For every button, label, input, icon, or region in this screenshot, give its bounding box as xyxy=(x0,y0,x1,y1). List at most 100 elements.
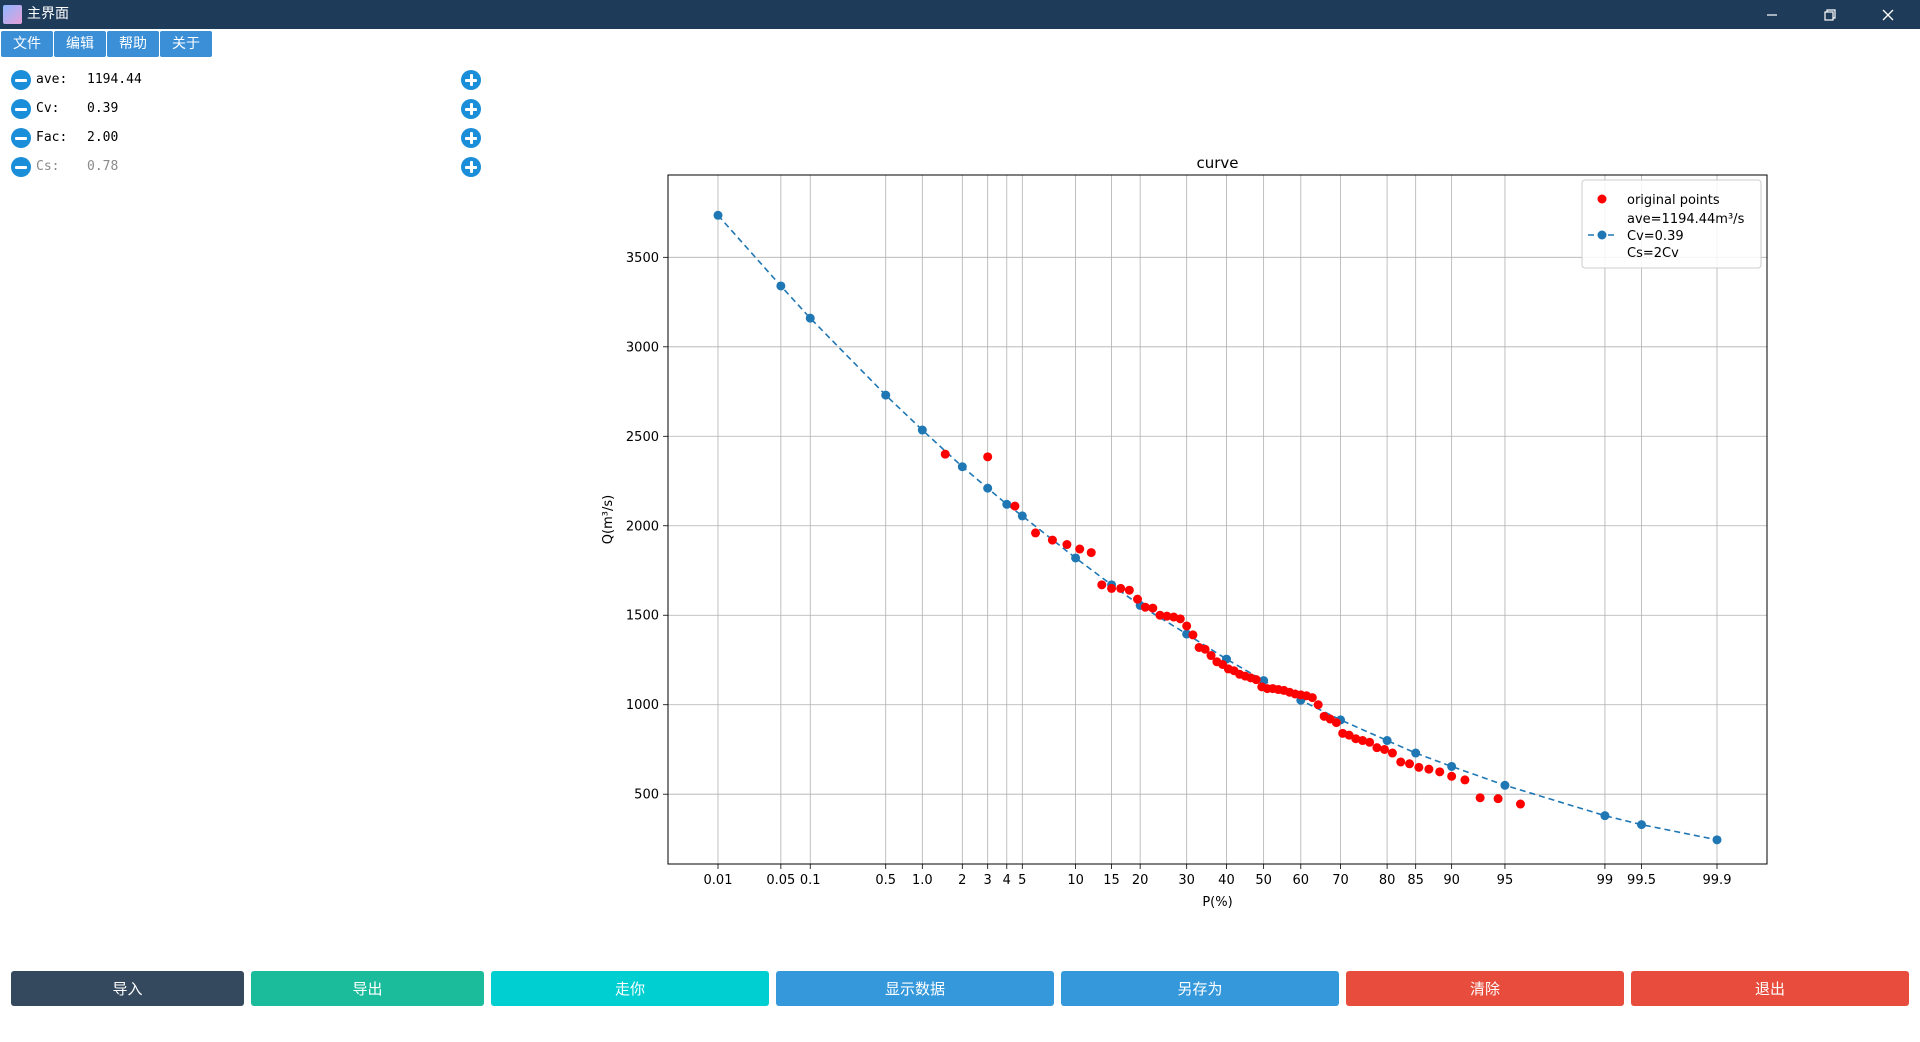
legend-label-original: original points xyxy=(1627,193,1720,208)
original-point xyxy=(1188,630,1198,640)
title-bar: 主界面 xyxy=(0,0,1920,29)
run-button[interactable]: 走你 xyxy=(491,971,769,1006)
x-tick-label: 0.5 xyxy=(875,873,896,888)
y-tick-label: 2500 xyxy=(626,430,659,445)
original-point xyxy=(1062,540,1072,550)
x-tick-label: 0.01 xyxy=(704,873,733,888)
curve-point xyxy=(1637,820,1647,830)
increase-fac-button[interactable] xyxy=(461,128,481,148)
original-point xyxy=(1313,700,1323,710)
clear-button[interactable]: 清除 xyxy=(1346,971,1624,1006)
original-point xyxy=(1372,743,1382,753)
export-button[interactable]: 导出 xyxy=(251,971,484,1006)
decrease-ave-button[interactable] xyxy=(11,70,31,90)
increase-cs-button[interactable] xyxy=(461,157,481,177)
y-tick-label: 2000 xyxy=(626,519,659,534)
original-point xyxy=(1475,793,1485,803)
decrease-cs-button[interactable] xyxy=(11,157,31,177)
x-tick-label: 0.05 xyxy=(766,873,795,888)
y-tick-label: 3000 xyxy=(626,340,659,355)
minus-icon xyxy=(15,78,27,82)
curve-point xyxy=(1411,748,1421,758)
original-point xyxy=(1047,535,1057,545)
x-tick-label: 60 xyxy=(1293,873,1310,888)
legend-marker-original xyxy=(1597,194,1607,204)
x-tick-label: 85 xyxy=(1407,873,1424,888)
original-point xyxy=(1182,621,1192,631)
original-point xyxy=(1206,651,1216,661)
param-value-cv: 0.39 xyxy=(87,101,119,116)
curve-point xyxy=(1500,780,1510,790)
plot-frame xyxy=(667,174,1768,865)
original-point xyxy=(1162,611,1172,621)
legend-marker-curve xyxy=(1597,230,1607,240)
original-point xyxy=(1097,580,1107,590)
curve-point xyxy=(983,483,993,493)
x-tick-label: 30 xyxy=(1178,873,1195,888)
show-data-button[interactable]: 显示数据 xyxy=(776,971,1054,1006)
original-point xyxy=(1387,748,1397,758)
curve-point xyxy=(713,210,723,220)
menu-edit[interactable]: 编辑 xyxy=(54,31,106,57)
original-point xyxy=(1148,603,1158,613)
original-point xyxy=(1075,544,1085,554)
original-point xyxy=(1116,583,1126,593)
original-point xyxy=(1175,614,1185,624)
x-tick-label: 2 xyxy=(958,873,966,888)
x-tick-label: 99.5 xyxy=(1627,873,1656,888)
curve-point xyxy=(1071,553,1081,563)
decrease-cv-button[interactable] xyxy=(11,99,31,119)
param-row-cv: Cv: 0.39 xyxy=(11,98,483,120)
exit-button[interactable]: 退出 xyxy=(1631,971,1909,1006)
original-point xyxy=(1424,764,1434,774)
param-value-cs: 0.78 xyxy=(87,159,119,174)
x-tick-label: 20 xyxy=(1132,873,1149,888)
original-point xyxy=(1140,602,1150,612)
import-button[interactable]: 导入 xyxy=(11,971,244,1006)
original-point xyxy=(1405,759,1415,769)
menu-about[interactable]: 关于 xyxy=(160,31,212,57)
param-label-cv: Cv: xyxy=(36,101,60,116)
param-row-cs: Cs: 0.78 xyxy=(11,156,483,178)
increase-ave-button[interactable] xyxy=(461,70,481,90)
original-point xyxy=(1435,767,1445,777)
original-point xyxy=(1010,501,1020,511)
legend-label-curve-cs: Cs=2Cv xyxy=(1627,246,1679,261)
original-point xyxy=(1447,771,1457,781)
restore-button[interactable] xyxy=(1801,0,1859,29)
original-point xyxy=(1307,693,1317,703)
menu-help[interactable]: 帮助 xyxy=(107,31,159,57)
curve-point xyxy=(805,313,815,323)
x-tick-label: 5 xyxy=(1018,873,1026,888)
curve-point xyxy=(1017,511,1027,521)
original-point xyxy=(1200,644,1210,654)
frequency-curve-chart: 0.01 0.05 0.1 0.5 1.0 2 3 4 5 10 15 20 30 40 50 60 70 80 8… xyxy=(601,154,1768,910)
y-tick-label: 1500 xyxy=(626,609,659,624)
x-tick-label: 70 xyxy=(1332,873,1349,888)
curve-point xyxy=(1002,499,1012,509)
close-icon xyxy=(1882,9,1894,20)
decrease-fac-button[interactable] xyxy=(11,128,31,148)
minimize-button[interactable] xyxy=(1743,0,1801,29)
legend-label-curve-ave: ave=1194.44m³/s xyxy=(1627,212,1745,227)
y-tick-label: 500 xyxy=(634,788,659,803)
increase-cv-button[interactable] xyxy=(461,99,481,119)
x-tick-label: 80 xyxy=(1379,873,1396,888)
original-point xyxy=(1107,583,1117,593)
original-point xyxy=(1351,734,1361,744)
curve-point xyxy=(881,390,891,400)
original-point xyxy=(1515,799,1525,809)
save-as-button[interactable]: 另存为 xyxy=(1061,971,1339,1006)
original-point xyxy=(1460,775,1470,785)
curve-point xyxy=(1712,835,1722,845)
curve-point xyxy=(957,462,967,472)
menu-file[interactable]: 文件 xyxy=(1,31,53,57)
param-value-ave: 1194.44 xyxy=(87,72,142,87)
minus-icon xyxy=(15,136,27,140)
curve-point xyxy=(776,281,786,291)
legend-box xyxy=(1581,179,1762,269)
original-point xyxy=(1493,794,1503,804)
param-row-fac: Fac: 2.00 xyxy=(11,127,483,149)
original-point xyxy=(1396,757,1406,767)
close-button[interactable] xyxy=(1859,0,1917,29)
